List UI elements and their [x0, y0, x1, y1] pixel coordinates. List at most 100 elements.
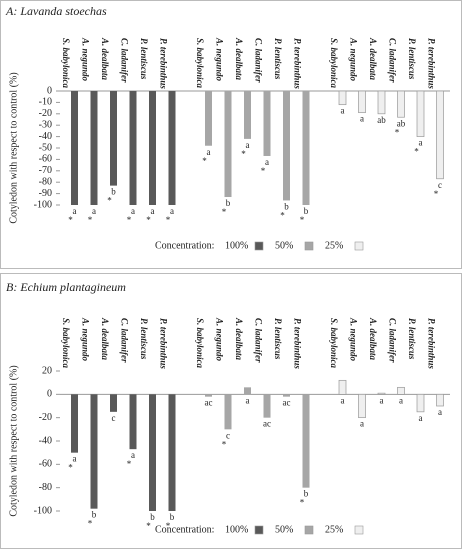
category-label: C. ladanifer: [387, 318, 397, 363]
significance-letter: a: [360, 114, 364, 124]
significance-star: *: [68, 463, 73, 473]
legend-swatch: [304, 241, 314, 251]
category-label: P. terebinthus: [292, 38, 302, 89]
legend-title: Concentration:: [155, 240, 214, 251]
category-label: A. dealbata: [100, 317, 110, 360]
bar: [110, 91, 117, 186]
y-tick-label: -80: [39, 176, 52, 187]
category-label: A. dealbata: [368, 317, 378, 360]
y-tick-label: -30: [39, 119, 52, 130]
bar: [205, 91, 212, 146]
legend-swatch: [354, 241, 364, 251]
category-label: P. lentiscus: [407, 318, 417, 360]
significance-letter: ab: [397, 118, 406, 128]
bar: [244, 387, 251, 395]
y-tick-label: -90: [39, 188, 52, 199]
significance-star: *: [434, 189, 439, 199]
significance-letter: a: [92, 206, 96, 216]
category-label: P. lentiscus: [139, 318, 149, 360]
bar: [71, 91, 78, 205]
bar: [149, 394, 156, 511]
significance-star: *: [107, 196, 112, 206]
y-axis-label: Cotyledon with respect to control (%): [8, 365, 19, 516]
y-tick-label: 0: [47, 389, 52, 400]
bar: [358, 393, 366, 419]
bar: [436, 90, 444, 180]
significance-letter: a: [131, 450, 135, 460]
category-label: A. negundo: [80, 317, 90, 362]
y-tick-label: -20: [39, 108, 52, 119]
bar: [283, 394, 290, 397]
legend-title: Concentration:: [155, 524, 214, 535]
significance-letter: c: [438, 180, 442, 190]
legend-label: 100%: [225, 524, 248, 535]
category-label: A. negundo: [348, 317, 358, 362]
legend-label: 50%: [275, 524, 293, 535]
category-label: S. babylonica: [195, 318, 205, 369]
significance-letter: a: [380, 395, 384, 405]
bar: [338, 379, 347, 395]
legend-swatch: [354, 525, 364, 535]
bar: [416, 393, 425, 413]
bar: [397, 90, 405, 118]
bar: [283, 91, 290, 201]
y-tick-label: -60: [39, 459, 52, 470]
significance-letter: ac: [263, 419, 271, 429]
y-axis-label: Cotyledon with respect to control (%): [8, 72, 19, 223]
significance-letter: a: [399, 395, 403, 405]
y-tick-label: -100: [34, 505, 52, 516]
significance-letter: b: [170, 512, 175, 522]
significance-letter: ac: [283, 398, 291, 408]
significance-star: *: [202, 156, 207, 166]
significance-letter: b: [92, 510, 97, 520]
category-label: A. negundo: [80, 37, 90, 82]
significance-letter: ac: [205, 398, 213, 408]
category-label: A. dealbata: [100, 37, 110, 80]
category-label: S. babylonica: [195, 38, 205, 89]
y-tick-label: -60: [39, 154, 52, 165]
significance-letter: a: [207, 147, 211, 157]
category-label: P. terebinthus: [292, 318, 302, 369]
significance-letter: a: [151, 206, 155, 216]
significance-star: *: [88, 519, 93, 529]
significance-letter: a: [419, 413, 423, 423]
significance-letter: a: [360, 419, 364, 429]
bar: [338, 90, 347, 106]
category-label: C. ladanifer: [253, 38, 263, 83]
bar: [224, 394, 232, 430]
significance-star: *: [68, 215, 73, 225]
legend-swatch: [304, 525, 314, 535]
category-label: A. negundo: [214, 317, 224, 362]
bar: [358, 90, 366, 114]
significance-letter: b: [304, 206, 309, 216]
category-label: C. ladanifer: [387, 38, 397, 83]
significance-star: *: [300, 498, 305, 508]
bar: [71, 394, 78, 453]
y-tick-label: 20: [42, 365, 52, 376]
bar: [397, 386, 405, 395]
significance-star: *: [300, 215, 305, 225]
significance-star: *: [166, 215, 171, 225]
significance-letter: a: [341, 395, 345, 405]
significance-letter: b: [150, 512, 155, 522]
panel-title: B: Echium plantagineum: [6, 280, 126, 294]
significance-star: *: [222, 439, 227, 449]
y-tick-label: -50: [39, 142, 52, 153]
legend-swatch: [254, 525, 264, 535]
significance-star: *: [261, 166, 266, 176]
y-tick-label: -40: [39, 131, 52, 142]
significance-star: *: [146, 215, 151, 225]
significance-star: *: [88, 215, 93, 225]
category-label: S. babylonica: [61, 318, 71, 369]
significance-letter: b: [226, 198, 231, 208]
bar: [377, 90, 386, 115]
y-tick-label: -80: [39, 482, 52, 493]
significance-letter: b: [111, 187, 116, 197]
bar: [377, 392, 386, 395]
category-label: P. terebinthus: [158, 318, 168, 369]
category-label: A. dealbata: [234, 37, 244, 80]
significance-letter: a: [73, 454, 77, 464]
y-tick-label: -20: [39, 412, 52, 423]
significance-letter: c: [226, 430, 230, 440]
significance-star: *: [414, 147, 419, 157]
